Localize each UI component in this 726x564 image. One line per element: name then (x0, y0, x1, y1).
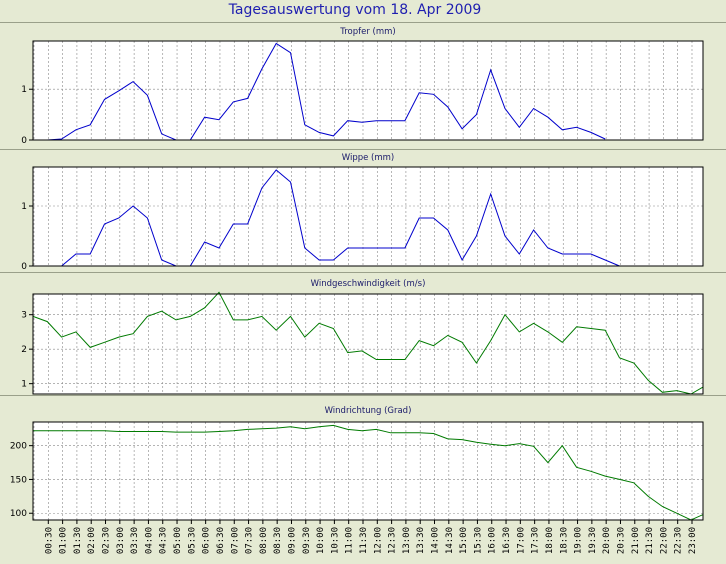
x-tick-label: 18:00 (545, 527, 555, 554)
x-tick-label: 04:00 (144, 527, 154, 554)
window-title: Tagesauswertung vom 18. Apr 2009 (228, 2, 482, 18)
x-tick-label: 02:00 (87, 527, 97, 554)
series-line (47, 42, 606, 141)
x-tick-label: 06:30 (216, 527, 226, 554)
x-tick-label: 02:30 (102, 527, 112, 554)
x-tick-label: 20:30 (616, 527, 626, 554)
plot-area (33, 294, 703, 394)
x-tick-label: 19:00 (574, 527, 584, 554)
x-tick-label: 14:00 (431, 527, 441, 554)
panel-title: Windrichtung (Grad) (325, 406, 412, 416)
x-tick-label: 05:00 (173, 527, 183, 554)
x-tick-label: 23:00 (688, 527, 698, 554)
x-tick-label: 00:30 (44, 527, 54, 554)
x-tick-label: 14:30 (445, 527, 455, 554)
x-tick-label: 06:00 (202, 527, 212, 554)
plot-area (33, 41, 703, 140)
panel-title: Wippe (mm) (342, 153, 395, 163)
x-tick-label: 09:30 (302, 527, 312, 554)
x-tick-label: 21:30 (645, 527, 655, 554)
chart-panel-3: Windgeschwindigkeit (m/s) 1 2 3 (0, 272, 726, 395)
x-tick-label: 07:30 (245, 527, 255, 554)
x-tick-label: 21:00 (631, 527, 641, 554)
x-tick-label: 22:30 (674, 527, 684, 554)
x-tick-label: 12:00 (373, 527, 383, 554)
x-axis-labels: 00:30 01:00 01:30 02:00 02:30 03:00 03:30 04:00… (44, 520, 698, 554)
y-tick-label: 100 (10, 509, 27, 519)
x-tick-label: 05:30 (187, 527, 197, 554)
chart-panel-2: Wippe (mm) 0 1 (0, 149, 726, 272)
x-tick-label: 07:00 (230, 527, 240, 554)
x-tick-label: 18:30 (559, 527, 569, 554)
series-line (33, 424, 704, 521)
x-tick-label: 22:00 (659, 527, 669, 554)
x-tick-label: 15:30 (473, 527, 483, 554)
x-tick-label: 03:30 (130, 527, 140, 554)
x-tick-label: 16:30 (502, 527, 512, 554)
y-tick-label: 150 (10, 475, 27, 485)
plot-frame (32, 421, 704, 521)
plot-area (33, 167, 703, 266)
panel-title: Windgeschwindigkeit (m/s) (311, 279, 426, 289)
x-tick-label: 11:30 (359, 527, 369, 554)
plot-frame (32, 293, 704, 395)
x-tick-label: 04:30 (159, 527, 169, 554)
series-line (32, 291, 704, 395)
x-tick-label: 16:00 (488, 527, 498, 554)
x-tick-label: 10:00 (316, 527, 326, 554)
x-tick-label: 08:30 (273, 527, 283, 554)
x-tick-label: 12:30 (388, 527, 398, 554)
series-line (47, 169, 620, 267)
y-tick-label: 0 (21, 136, 27, 146)
y-tick-label: 2 (21, 345, 27, 355)
y-tick-label: 1 (21, 85, 27, 95)
x-tick-label: 08:00 (259, 527, 269, 554)
y-tick-label: 1 (21, 202, 27, 212)
x-tick-label: 01:30 (73, 527, 83, 554)
x-tick-label: 13:00 (402, 527, 412, 554)
x-tick-label: 17:30 (531, 527, 541, 554)
x-tick-label: 13:30 (416, 527, 426, 554)
x-tick-label: 01:00 (59, 527, 69, 554)
y-tick-label: 0 (21, 262, 27, 272)
y-tick-label: 3 (21, 311, 27, 321)
plot-frame (32, 166, 704, 267)
x-tick-label: 03:00 (116, 527, 126, 554)
x-tick-label: 17:00 (516, 527, 526, 554)
panel-title: Tropfer (mm) (339, 27, 395, 37)
chart-panel-4: Windrichtung (Grad) 100 150 200 (0, 395, 726, 523)
x-tick-label: 11:00 (345, 527, 355, 554)
x-tick-label: 10:30 (330, 527, 340, 554)
x-tick-label: 19:30 (588, 527, 598, 554)
chart-panel-1: Tropfer (mm) 0 1 (0, 22, 726, 149)
plot-frame (32, 40, 704, 141)
x-tick-label: 09:00 (287, 527, 297, 554)
x-tick-label: 15:00 (459, 527, 469, 554)
y-tick-label: 1 (21, 380, 27, 390)
y-tick-label: 200 (10, 442, 27, 452)
plot-area (33, 422, 703, 520)
x-tick-label: 20:00 (602, 527, 612, 554)
